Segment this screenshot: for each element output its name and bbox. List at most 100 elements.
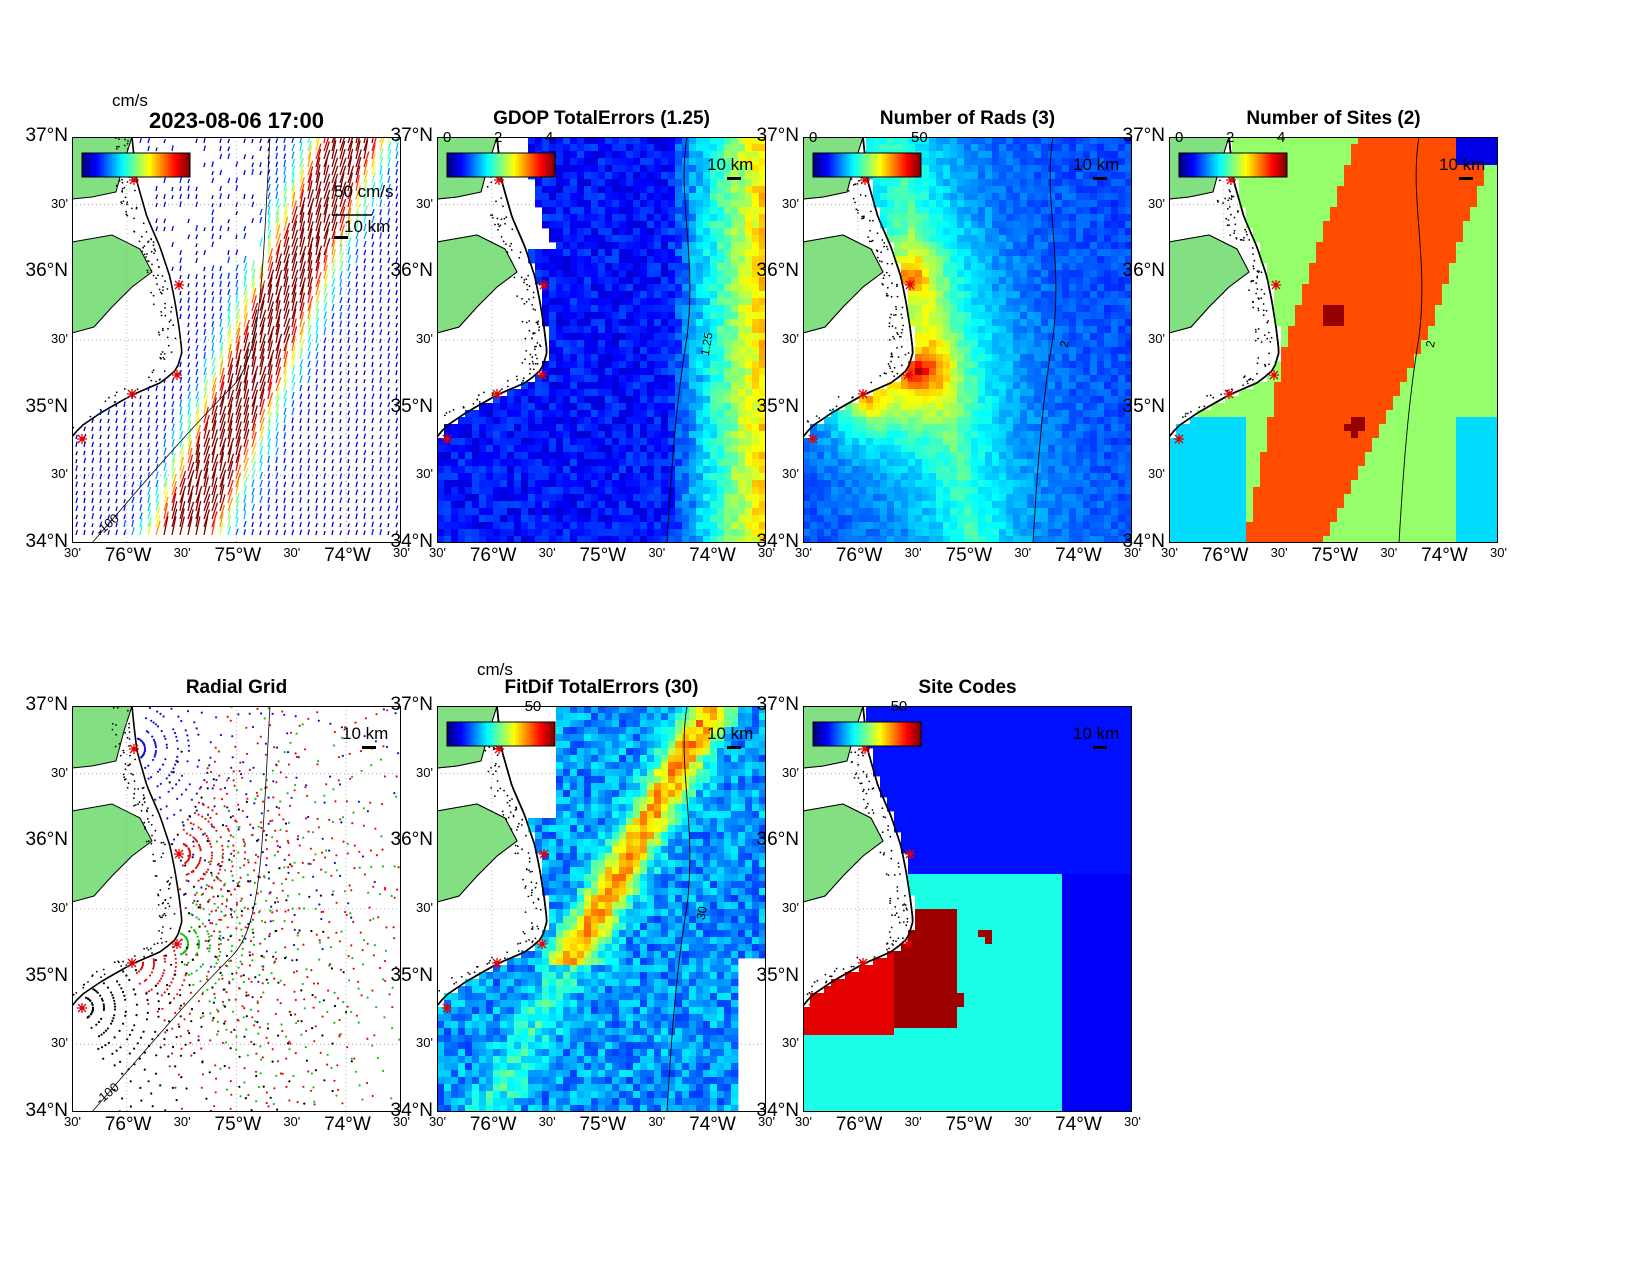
current-vector — [131, 496, 135, 504]
current-vector — [395, 274, 398, 280]
sitecodes-site-marker-4 — [858, 958, 868, 968]
current-vector — [331, 259, 336, 272]
current-vector — [323, 137, 326, 144]
current-vector — [379, 402, 383, 408]
lat-tick-label: 37°N — [756, 694, 799, 715]
current-vector — [283, 309, 290, 328]
lat-tick-label: 30' — [782, 764, 799, 780]
current-vector — [387, 442, 390, 448]
current-vector — [291, 391, 295, 400]
current-vector — [139, 426, 142, 432]
current-vector — [267, 255, 273, 272]
current-vector — [379, 376, 382, 384]
current-vector — [355, 203, 361, 216]
current-vector — [299, 529, 303, 536]
current-vector — [203, 227, 206, 232]
current-vector — [299, 252, 306, 272]
current-vector — [379, 165, 383, 176]
current-vector — [315, 352, 319, 360]
current-vector — [315, 221, 322, 240]
current-vector — [171, 446, 175, 456]
current-vector — [339, 287, 343, 296]
current-vector — [371, 514, 374, 520]
current-vector — [171, 195, 174, 200]
current-vector — [307, 268, 313, 288]
current-vector — [187, 346, 191, 352]
current-vector — [379, 258, 382, 264]
lat-tick-label: 36°N — [390, 829, 433, 851]
current-vector — [123, 433, 126, 440]
current-vector — [107, 457, 110, 464]
scale-bar — [1459, 177, 1473, 180]
current-vector — [283, 209, 288, 224]
current-vector — [227, 316, 231, 328]
current-vector — [331, 304, 335, 312]
current-vector — [291, 515, 294, 520]
current-vector — [379, 385, 383, 392]
current-vector — [115, 425, 119, 432]
current-vector — [267, 234, 272, 248]
current-vector — [339, 481, 343, 488]
current-vector — [387, 449, 390, 456]
lon-tick-label: 30' — [1490, 545, 1507, 560]
current-vector — [315, 181, 322, 200]
current-vector — [163, 378, 166, 384]
current-vector — [387, 149, 392, 160]
colorbar-tick: 4 — [1277, 129, 1286, 146]
current-vector — [363, 387, 366, 392]
current-vector — [363, 449, 367, 456]
current-vector — [299, 220, 306, 240]
current-vector — [323, 449, 327, 456]
current-vector — [395, 160, 399, 168]
current-vector — [339, 378, 343, 384]
current-vector — [355, 505, 359, 512]
current-vector — [219, 288, 222, 296]
current-vector — [387, 530, 390, 536]
current-vector — [251, 529, 255, 536]
current-vector — [155, 493, 160, 504]
current-vector — [211, 326, 215, 336]
current-vector — [379, 156, 384, 168]
current-vector — [131, 481, 135, 488]
current-vector — [347, 426, 350, 432]
current-vector — [283, 522, 286, 528]
current-vector — [355, 165, 361, 184]
current-vector — [131, 458, 134, 464]
current-vector — [235, 365, 242, 384]
current-vector — [107, 409, 111, 416]
lat-tick-label: 35°N — [756, 395, 799, 417]
current-vector — [379, 225, 382, 232]
current-vector — [315, 245, 323, 264]
current-vector — [395, 168, 398, 176]
current-vector — [395, 458, 398, 464]
current-vector — [115, 522, 118, 528]
current-vector — [299, 366, 303, 376]
current-vector — [291, 457, 294, 464]
current-vector — [203, 352, 206, 360]
current-vector — [131, 466, 135, 472]
lon-tick-label: 75°W — [1311, 545, 1359, 566]
current-vector — [291, 237, 299, 256]
current-vector — [107, 426, 111, 432]
current-vector — [275, 480, 279, 488]
current-vector — [339, 457, 342, 464]
current-vector — [275, 412, 279, 424]
current-vector — [363, 297, 366, 304]
lat-tick-label: 37°N — [390, 694, 433, 715]
current-vector — [347, 386, 350, 392]
current-vector — [259, 317, 266, 336]
current-vector — [219, 280, 222, 288]
current-vector — [179, 500, 186, 520]
current-vector — [251, 423, 257, 440]
current-vector — [379, 410, 382, 416]
current-vector — [291, 425, 294, 432]
current-vector — [179, 399, 183, 408]
current-vector — [107, 451, 110, 456]
current-vector — [363, 378, 366, 384]
current-vector — [347, 304, 351, 312]
current-vector — [219, 374, 226, 392]
current-vector — [379, 199, 383, 208]
current-vector — [187, 492, 193, 512]
current-vector — [331, 268, 336, 280]
current-vector — [99, 443, 102, 448]
